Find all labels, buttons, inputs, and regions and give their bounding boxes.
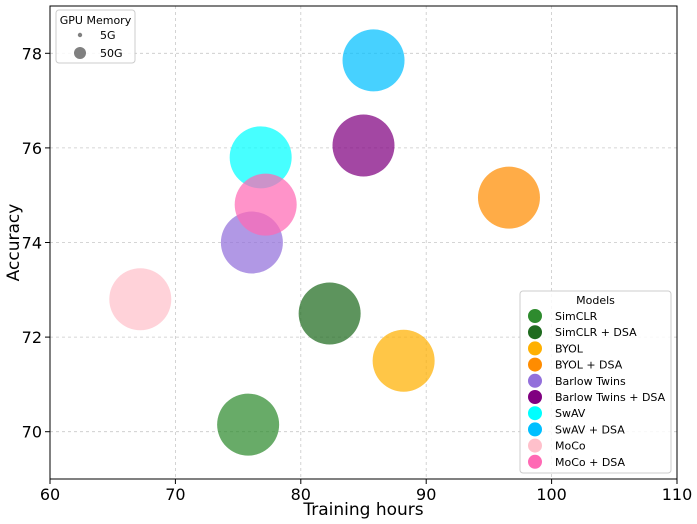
gpu-memory-legend: GPU Memory 5G 50G: [55, 9, 136, 64]
models-legend-title: Models: [576, 294, 615, 307]
point-moco: [109, 268, 172, 331]
point-swav: [229, 126, 292, 189]
point-moco-dsa: [234, 173, 297, 236]
point-barlow-twins-dsa: [332, 114, 395, 177]
models-legend-label: SimCLR + DSA: [555, 326, 637, 339]
models-legend-marker: [528, 341, 542, 356]
models-legend-label: SwAV + DSA: [555, 423, 625, 436]
data-points: [109, 29, 540, 456]
models-legend-marker: [528, 325, 542, 340]
point-simclr: [217, 393, 280, 456]
models-legend-label: SwAV: [555, 407, 586, 420]
x-tick-label: 70: [165, 485, 185, 504]
models-legend-label: Barlow Twins + DSA: [555, 391, 666, 404]
y-tick-label: 78: [22, 44, 42, 63]
gpu-memory-legend-title: GPU Memory: [60, 14, 132, 27]
models-legend-label: MoCo + DSA: [555, 456, 625, 469]
y-axis-label: Accuracy: [4, 204, 24, 282]
point-swav-dsa: [342, 29, 405, 92]
gpu-memory-legend-label: 50G: [100, 47, 123, 60]
x-tick-label: 80: [291, 485, 311, 504]
models-legend-marker: [528, 406, 542, 421]
models-legend-label: SimCLR: [555, 310, 598, 323]
y-tick-label: 72: [22, 328, 42, 347]
models-legend-marker: [528, 357, 542, 372]
axis-ticks: 60 70 80 90 100 110 70 72 74 76 78: [22, 44, 693, 504]
x-tick-label: 60: [40, 485, 60, 504]
models-legend-label: BYOL: [555, 342, 584, 355]
y-tick-label: 74: [22, 234, 42, 253]
models-legend-marker: [528, 422, 542, 437]
models-legend-marker: [528, 454, 542, 469]
point-simclr-dsa: [298, 282, 361, 345]
models-legend-label: MoCo: [555, 440, 586, 453]
gpu-memory-legend-marker: [77, 32, 83, 38]
models-legend-marker: [528, 438, 542, 453]
models-legend-marker: [528, 373, 542, 388]
models-legend: Models SimCLR SimCLR + DSA BYOL BYOL + DSA B…: [519, 290, 672, 474]
models-legend-marker: [528, 309, 542, 323]
x-tick-label: 100: [536, 485, 567, 504]
gpu-memory-legend-marker: [74, 47, 86, 59]
x-tick-label: 110: [662, 485, 693, 504]
models-legend-label: BYOL + DSA: [555, 359, 623, 372]
models-legend-label: Barlow Twins: [555, 375, 626, 388]
point-byol: [372, 329, 435, 392]
y-tick-label: 70: [22, 423, 42, 442]
models-legend-marker: [528, 390, 542, 404]
gpu-memory-legend-label: 5G: [100, 29, 116, 42]
x-axis-label: Training hours: [302, 500, 423, 520]
x-tick-label: 90: [416, 485, 436, 504]
y-tick-label: 76: [22, 139, 42, 158]
point-byol-dsa: [477, 166, 540, 229]
